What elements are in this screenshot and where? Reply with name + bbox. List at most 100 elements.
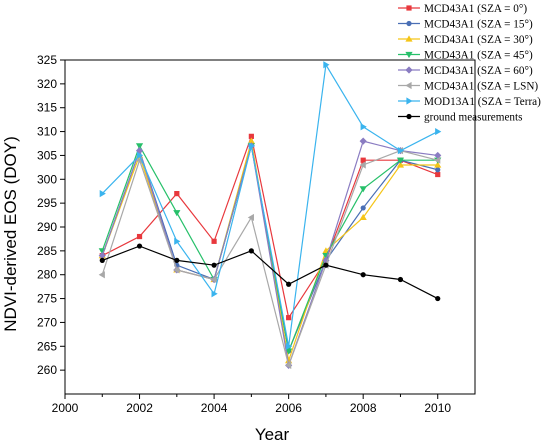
y-tick-label: 305 xyxy=(37,148,57,162)
data-point xyxy=(99,257,105,263)
data-point xyxy=(434,151,442,160)
data-point xyxy=(406,113,412,120)
series-line xyxy=(102,245,439,300)
legend: MCD43A1 (SZA = 0°) MCD43A1 (SZA = 15°) MCD… xyxy=(398,3,541,124)
data-point xyxy=(322,256,330,264)
y-axis-label: NDVI-derived EOS (DOY) xyxy=(1,136,20,332)
data-point xyxy=(435,127,442,136)
data-point xyxy=(98,271,105,279)
data-point xyxy=(359,137,367,145)
data-point xyxy=(360,205,366,211)
y-tick-label: 315 xyxy=(37,101,57,115)
data-point xyxy=(286,281,292,287)
y-tick-label: 270 xyxy=(37,315,57,329)
legend-label: MCD43A1 (SZA = 30°) xyxy=(424,34,533,46)
series-4 xyxy=(98,137,442,369)
data-point xyxy=(360,272,366,278)
data-point xyxy=(285,361,292,369)
data-point xyxy=(248,248,254,254)
legend-item: MOD13A1 (SZA = Terra) xyxy=(398,96,541,108)
data-point xyxy=(406,20,412,27)
data-point xyxy=(173,210,181,217)
x-tick-label: 2000 xyxy=(52,401,79,415)
y-tick-label: 295 xyxy=(37,196,57,210)
legend-item: MCD43A1 (SZA = 45°) xyxy=(398,50,533,62)
y-axis: 260 265 270 275 280 285 290 295 300 305 310 315 320 3… xyxy=(37,53,65,377)
y-tick-label: 290 xyxy=(37,220,57,234)
legend-item: MCD43A1 (SZA = 30°) xyxy=(398,34,533,46)
data-point xyxy=(174,237,181,245)
series-layer xyxy=(98,61,442,369)
data-point xyxy=(174,191,180,197)
data-point xyxy=(435,167,441,173)
data-point xyxy=(285,348,293,355)
data-point xyxy=(360,157,366,163)
legend-label: MOD13A1 (SZA = Terra) xyxy=(424,96,541,108)
data-point xyxy=(247,213,254,222)
legend-label: MCD43A1 (SZA = LSN) xyxy=(424,81,538,93)
legend-label: MCD43A1 (SZA = 15°) xyxy=(424,19,533,31)
data-point xyxy=(248,142,255,150)
legend-item: MCD43A1 (SZA = 60°) xyxy=(398,65,533,77)
data-point xyxy=(99,190,106,198)
data-point xyxy=(396,161,405,168)
legend-label: MCD43A1 (SZA = 60°) xyxy=(424,65,533,77)
data-point xyxy=(359,186,367,193)
series-7 xyxy=(99,243,441,302)
data-point xyxy=(136,151,144,160)
series-5 xyxy=(98,147,441,369)
data-point xyxy=(434,161,442,168)
legend-item: ground measurements xyxy=(398,112,523,124)
x-tick-label: 2002 xyxy=(126,401,153,415)
y-tick-label: 300 xyxy=(37,172,57,186)
data-point xyxy=(286,342,293,350)
series-line xyxy=(101,140,438,368)
y-tick-label: 265 xyxy=(37,339,57,353)
y-tick-label: 320 xyxy=(37,77,57,91)
data-point xyxy=(405,66,413,74)
y-tick-label: 260 xyxy=(37,363,57,377)
data-point xyxy=(174,257,180,263)
legend-item: MCD43A1 (SZA = 15°) xyxy=(398,19,533,31)
x-axis: 2000 2002 2004 2006 2008 2010 xyxy=(52,394,451,415)
legend-label: MCD43A1 (SZA = 45°) xyxy=(424,50,533,62)
data-point xyxy=(397,276,404,283)
data-point xyxy=(406,97,413,105)
data-point xyxy=(406,5,412,11)
data-point xyxy=(136,243,143,249)
data-point xyxy=(405,81,412,90)
legend-label: ground measurements xyxy=(424,112,523,124)
data-point xyxy=(360,123,367,131)
data-point xyxy=(359,213,367,221)
data-point xyxy=(211,262,217,268)
data-point xyxy=(135,143,144,150)
data-point xyxy=(435,295,441,302)
x-tick-label: 2008 xyxy=(350,401,377,415)
data-point xyxy=(248,133,254,139)
series-line xyxy=(101,150,438,368)
data-point xyxy=(136,233,143,240)
data-point xyxy=(397,147,405,155)
data-point xyxy=(359,161,366,169)
y-tick-label: 275 xyxy=(37,292,57,306)
data-point xyxy=(286,315,292,321)
data-point xyxy=(211,238,217,244)
y-tick-label: 280 xyxy=(37,268,57,282)
data-point xyxy=(173,266,180,274)
series-6 xyxy=(99,61,442,350)
data-point xyxy=(247,137,255,144)
y-tick-label: 310 xyxy=(37,125,57,139)
data-point xyxy=(434,156,441,164)
x-axis-label: Year xyxy=(255,425,290,444)
legend-item: MCD43A1 (SZA = 0°) xyxy=(398,3,527,15)
data-point xyxy=(396,157,405,164)
x-tick-label: 2004 xyxy=(201,401,228,415)
x-tick-label: 2006 xyxy=(275,401,302,415)
series-line xyxy=(101,62,439,347)
legend-item: MCD43A1 (SZA = LSN) xyxy=(398,81,538,93)
y-tick-label: 325 xyxy=(37,53,57,67)
y-tick-label: 285 xyxy=(37,244,57,258)
data-point xyxy=(98,252,106,260)
x-tick-label: 2010 xyxy=(424,401,451,415)
